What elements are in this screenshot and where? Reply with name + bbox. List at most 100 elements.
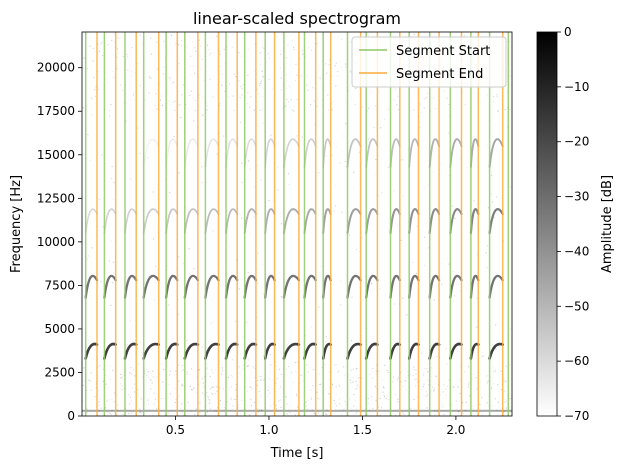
- noise-speck: [254, 376, 256, 378]
- noise-speck: [111, 282, 113, 284]
- noise-speck: [500, 389, 503, 391]
- noise-speck: [137, 127, 139, 129]
- noise-speck: [267, 52, 269, 54]
- noise-speck: [211, 369, 213, 371]
- noise-speck: [132, 93, 135, 95]
- noise-speck: [252, 366, 254, 368]
- noise-speck: [372, 371, 374, 373]
- noise-speck: [299, 58, 301, 60]
- noise-speck: [352, 368, 354, 370]
- noise-speck: [114, 33, 116, 35]
- noise-speck: [218, 51, 220, 53]
- noise-speck: [100, 407, 102, 409]
- noise-speck: [492, 201, 494, 203]
- noise-speck: [140, 398, 142, 400]
- noise-speck: [214, 385, 216, 388]
- noise-speck: [508, 41, 510, 43]
- noise-speck: [504, 399, 506, 401]
- noise-speck: [275, 365, 277, 367]
- noise-speck: [503, 379, 505, 381]
- noise-speck: [325, 413, 327, 416]
- noise-speck: [290, 372, 292, 374]
- noise-speck: [381, 192, 383, 194]
- noise-speck: [280, 223, 282, 225]
- noise-speck: [97, 71, 100, 73]
- noise-speck: [247, 359, 249, 361]
- noise-speck: [150, 77, 152, 79]
- noise-speck: [207, 396, 210, 398]
- noise-speck: [180, 117, 182, 119]
- legend-label-segment-start: Segment Start: [396, 44, 490, 59]
- noise-speck: [329, 59, 331, 61]
- noise-speck: [361, 237, 363, 239]
- noise-speck: [148, 92, 150, 94]
- noise-speck: [278, 368, 281, 370]
- noise-speck: [202, 382, 204, 384]
- noise-speck: [94, 349, 96, 351]
- noise-speck: [194, 99, 196, 101]
- noise-speck: [90, 389, 92, 391]
- noise-speck: [276, 368, 278, 370]
- noise-speck: [113, 392, 115, 394]
- noise-speck: [256, 379, 259, 382]
- noise-speck: [256, 384, 258, 386]
- noise-speck: [350, 339, 353, 342]
- noise-speck: [113, 400, 115, 403]
- noise-speck: [331, 109, 333, 111]
- noise-speck: [443, 384, 445, 386]
- noise-speck: [424, 236, 426, 238]
- noise-speck: [86, 412, 88, 414]
- noise-speck: [375, 373, 377, 375]
- noise-speck: [461, 401, 464, 403]
- noise-speck: [338, 385, 340, 387]
- noise-speck: [461, 401, 463, 403]
- noise-speck: [370, 396, 373, 398]
- noise-speck: [280, 89, 283, 91]
- noise-speck: [353, 99, 355, 102]
- noise-speck: [129, 403, 131, 405]
- harmonic-trace: [183, 342, 200, 360]
- noise-speck: [94, 88, 96, 90]
- noise-speck: [387, 166, 389, 169]
- noise-speck: [405, 368, 407, 370]
- noise-speck: [134, 391, 136, 393]
- noise-speck: [83, 57, 85, 59]
- noise-speck: [407, 371, 409, 373]
- noise-speck: [275, 220, 277, 222]
- noise-speck: [368, 107, 370, 109]
- noise-speck: [300, 374, 302, 376]
- noise-speck: [413, 398, 415, 401]
- noise-speck: [230, 374, 232, 376]
- noise-speck: [193, 387, 195, 389]
- noise-speck: [82, 107, 84, 109]
- noise-speck: [232, 405, 234, 407]
- noise-speck: [166, 178, 168, 180]
- noise-speck: [179, 389, 181, 391]
- noise-speck: [86, 68, 88, 70]
- noise-speck: [479, 381, 481, 383]
- noise-speck: [175, 374, 177, 376]
- noise-speck: [209, 388, 212, 390]
- noise-speck: [441, 283, 443, 285]
- noise-speck: [194, 72, 196, 74]
- noise-speck: [392, 380, 394, 382]
- noise-speck: [239, 96, 241, 99]
- noise-speck: [109, 378, 111, 381]
- noise-speck: [247, 74, 249, 76]
- harmonic-trace: [282, 208, 300, 235]
- noise-speck: [433, 171, 435, 173]
- noise-speck: [409, 374, 411, 376]
- noise-speck: [295, 393, 298, 395]
- noise-speck: [238, 52, 240, 54]
- noise-speck: [317, 172, 320, 174]
- noise-speck: [458, 411, 460, 413]
- noise-speck: [419, 103, 422, 105]
- noise-speck: [222, 370, 224, 372]
- noise-speck: [203, 387, 205, 389]
- noise-speck: [262, 46, 264, 48]
- noise-speck: [169, 192, 171, 194]
- noise-speck: [222, 388, 224, 390]
- noise-speck: [164, 66, 166, 68]
- noise-speck: [355, 87, 357, 90]
- noise-speck: [496, 96, 498, 98]
